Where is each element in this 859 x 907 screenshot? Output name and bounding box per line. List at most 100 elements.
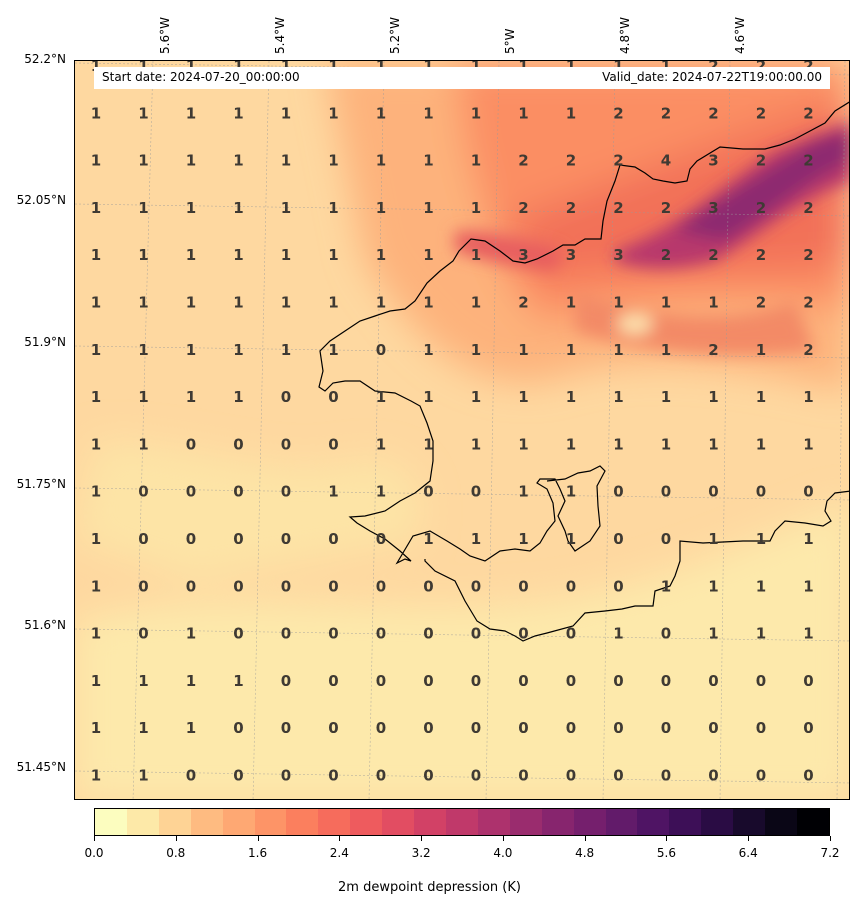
graticule <box>75 61 849 799</box>
grid-value: 2 <box>518 152 528 170</box>
grid-value: 2 <box>803 152 813 170</box>
grid-value: 1 <box>661 341 671 359</box>
grid-value: 1 <box>376 104 386 122</box>
grid-value: 0 <box>281 530 291 548</box>
colorbar-tick-mark <box>830 836 831 841</box>
grid-value: 1 <box>613 388 623 406</box>
grid-value: 1 <box>518 388 528 406</box>
grid-value: 1 <box>708 530 718 548</box>
grid-value: 1 <box>423 104 433 122</box>
grid-value: 0 <box>756 672 766 690</box>
grid-value: 1 <box>708 435 718 453</box>
colorbar-tick-mark <box>175 836 177 841</box>
grid-value: 0 <box>138 530 148 548</box>
valid-date-label: Valid_date: 2024-07-22T19:00:00.00 <box>602 70 822 84</box>
colorbar-segment <box>509 809 542 835</box>
grid-value: 1 <box>756 435 766 453</box>
grid-value: 0 <box>281 672 291 690</box>
colorbar-tick-mark <box>339 836 341 841</box>
grid-value: 0 <box>803 483 813 501</box>
grid-value: 1 <box>91 625 101 643</box>
map-panel[interactable]: 1 1 1 1 1 1 1 1 1 1 1 1 1 2 2 2 1 1 1 1 1 1 1 1 1 1 1 2 2 2 2 2 1 1 1 1 1 1 1 1… <box>74 60 850 800</box>
colorbar-segment <box>382 809 415 835</box>
start-date-label: Start date: 2024-07-20_00:00:00 <box>102 70 300 84</box>
colorbar-segment <box>254 809 287 835</box>
colorbar-segment <box>637 809 670 835</box>
grid-value: 1 <box>138 199 148 217</box>
grid-value: 0 <box>708 767 718 785</box>
grid-value: 1 <box>281 199 291 217</box>
grid-value: 1 <box>518 435 528 453</box>
grid-value: 0 <box>376 719 386 737</box>
grid-value: 0 <box>186 767 196 785</box>
grid-value: 1 <box>613 341 623 359</box>
grid-value: 1 <box>661 388 671 406</box>
grid-value: 1 <box>91 104 101 122</box>
grid-value: 1 <box>233 341 243 359</box>
grid-value: 1 <box>708 577 718 595</box>
grid-value: 1 <box>91 767 101 785</box>
grid-value: 1 <box>233 388 243 406</box>
grid-value: 0 <box>328 672 338 690</box>
lon-label-5.2w: 5.2°W <box>388 17 402 54</box>
grid-value: 1 <box>138 152 148 170</box>
grid-value: 1 <box>233 104 243 122</box>
grid-value: 0 <box>328 530 338 548</box>
grid-value: 0 <box>233 767 243 785</box>
grid-value: 2 <box>613 104 623 122</box>
grid-value: 1 <box>233 672 243 690</box>
grid-value: 2 <box>803 199 813 217</box>
grid-value: 0 <box>661 767 671 785</box>
grid-value: 1 <box>803 625 813 643</box>
grid-value: 1 <box>138 435 148 453</box>
colorbar-segment <box>445 809 478 835</box>
grid-value: 1 <box>661 435 671 453</box>
grid-value: 0 <box>471 625 481 643</box>
grid-value: 0 <box>328 625 338 643</box>
grid-value: 0 <box>756 767 766 785</box>
grid-value: 0 <box>756 719 766 737</box>
grid-value: 0 <box>471 577 481 595</box>
grid-value: 0 <box>756 483 766 501</box>
grid-value: 1 <box>281 294 291 312</box>
grid-value: 1 <box>756 577 766 595</box>
colorbar <box>94 808 830 836</box>
grid-value: 2 <box>756 294 766 312</box>
grid-value: 0 <box>566 577 576 595</box>
grid-value: 0 <box>661 719 671 737</box>
grid-value: 0 <box>376 767 386 785</box>
grid-value: 0 <box>613 719 623 737</box>
grid-value: 0 <box>281 767 291 785</box>
grid-value: 0 <box>138 483 148 501</box>
colorbar-tick-label: 3.2 <box>411 846 431 860</box>
grid-value: 0 <box>186 435 196 453</box>
grid-value: 2 <box>803 104 813 122</box>
grid-value: 2 <box>518 294 528 312</box>
grid-value: 1 <box>91 530 101 548</box>
grid-value: 2 <box>756 246 766 264</box>
grid-value: 0 <box>423 483 433 501</box>
grid-value: 1 <box>91 199 101 217</box>
lon-label-5.4w: 5.4°W <box>273 17 287 54</box>
grid-value: 0 <box>803 719 813 737</box>
grid-value: 1 <box>186 199 196 217</box>
grid-value: 1 <box>423 388 433 406</box>
grid-value: 1 <box>471 294 481 312</box>
colorbar-tick-label: 2.4 <box>329 846 349 860</box>
grid-value: 1 <box>138 104 148 122</box>
grid-value: 2 <box>708 104 718 122</box>
grid-value: 1 <box>803 577 813 595</box>
grid-value: 1 <box>803 435 813 453</box>
grid-value: 1 <box>471 199 481 217</box>
lat-label-51.9n: 51.9°N <box>24 335 66 349</box>
grid-value: 2 <box>803 341 813 359</box>
colorbar-segment <box>286 809 319 835</box>
grid-value: 1 <box>186 152 196 170</box>
grid-value: 1 <box>756 341 766 359</box>
grid-value: 1 <box>423 199 433 217</box>
grid-value: 0 <box>376 672 386 690</box>
grid-value: 1 <box>803 388 813 406</box>
grid-value: 3 <box>708 199 718 217</box>
colorbar-segment <box>541 809 574 835</box>
lon-label-5.6w: 5.6°W <box>158 17 172 54</box>
